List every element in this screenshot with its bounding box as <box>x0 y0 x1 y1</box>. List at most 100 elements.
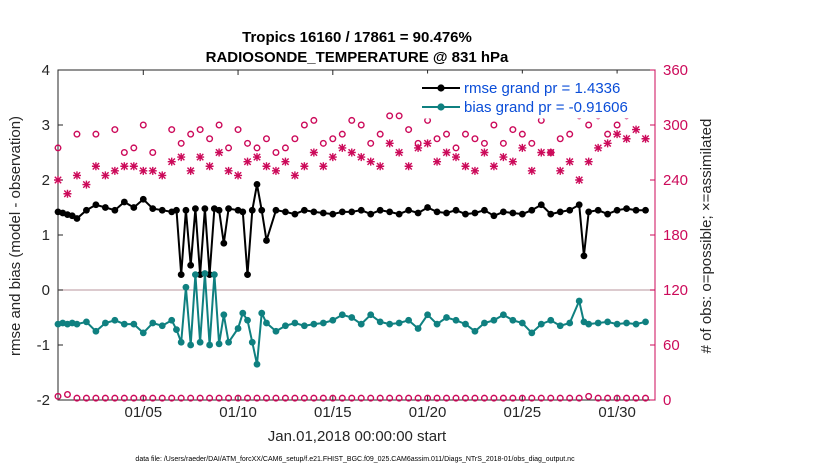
obs-point <box>206 135 214 143</box>
left-axis-ticks: -2 -1 0 1 2 3 4 <box>37 62 63 409</box>
rmse-point <box>83 206 90 214</box>
right-tick-label: 60 <box>663 337 680 354</box>
obs-point <box>329 135 337 143</box>
obs-point <box>253 394 261 402</box>
obs-point <box>395 112 403 120</box>
obs-point <box>319 139 327 147</box>
bias-point <box>120 320 128 328</box>
rmse-point <box>623 205 630 213</box>
bias-point <box>196 338 204 346</box>
obs-point <box>82 394 90 402</box>
obs-point <box>366 157 375 166</box>
obs-point <box>622 134 631 143</box>
bias-point <box>499 311 507 319</box>
bias-point <box>481 319 488 327</box>
obs-point <box>499 153 508 162</box>
y-axis-label-right: # of obs: o=possible; ×=assimilated <box>698 119 715 354</box>
obs-point <box>452 144 460 152</box>
obs-point <box>187 394 195 402</box>
obs-point <box>547 394 555 402</box>
obs-point <box>641 134 650 143</box>
series-rmse <box>54 181 649 278</box>
obs-point <box>329 394 337 402</box>
rmse-point <box>357 206 365 214</box>
rmse-point <box>253 181 261 188</box>
obs-point <box>509 394 517 402</box>
obs-point <box>168 394 176 402</box>
bias-point <box>462 320 469 328</box>
obs-point <box>225 144 233 152</box>
obs-point <box>338 143 347 152</box>
left-tick-label: 1 <box>42 227 50 244</box>
obs-point <box>348 394 356 402</box>
bias-point <box>210 271 218 278</box>
obs-point <box>196 126 204 134</box>
obs-point <box>537 394 545 402</box>
rmse-point <box>263 237 270 244</box>
rmse-point <box>348 208 356 216</box>
obs-point <box>243 157 252 166</box>
bias-point <box>158 322 166 330</box>
legend: rmse grand pr = 1.4336 bias grand pr = -… <box>417 73 654 119</box>
obs-point <box>376 394 384 402</box>
obs-point <box>215 394 223 402</box>
obs-point <box>300 162 309 171</box>
rmse-point <box>518 210 526 218</box>
obs-point <box>518 130 526 138</box>
bias-point <box>443 314 450 321</box>
y-axis-label-left: rmse and bias (model - observation) <box>7 116 24 356</box>
bias-point <box>73 320 81 328</box>
right-tick-label: 0 <box>663 392 671 409</box>
rmse-point <box>556 208 564 216</box>
obs-point <box>604 394 612 402</box>
rmse-point <box>111 206 119 214</box>
bias-point <box>405 316 413 324</box>
obs-point <box>120 394 128 402</box>
rmse-point <box>471 209 479 217</box>
obs-point <box>348 116 356 124</box>
rmse-point <box>395 210 403 218</box>
obs-point <box>357 153 366 162</box>
obs-point <box>565 157 574 166</box>
bias-point <box>547 316 555 324</box>
obs-point <box>73 130 81 138</box>
obs-point <box>499 394 507 402</box>
rmse-point <box>187 261 195 269</box>
obs-point <box>433 135 441 143</box>
obs-point <box>253 144 261 152</box>
legend-rmse-marker <box>437 84 445 92</box>
rmse-point <box>149 205 157 213</box>
plot-area <box>57 69 656 401</box>
rmse-point <box>405 206 413 214</box>
obs-point <box>518 143 527 152</box>
obs-point <box>63 391 71 399</box>
obs-point <box>404 162 413 171</box>
obs-point <box>234 394 242 402</box>
obs-point <box>527 166 536 175</box>
obs-point <box>224 166 233 175</box>
obs-point <box>613 130 622 139</box>
rmse-point <box>452 206 460 214</box>
rmse-point <box>509 209 517 217</box>
obs-point <box>73 394 81 402</box>
left-tick-label: -1 <box>37 337 50 354</box>
bias-point <box>376 318 384 326</box>
series-obs_possible_bottom <box>54 391 650 402</box>
chart-title-line2: RADIOSONDE_TEMPERATURE @ 831 hPa <box>206 49 509 66</box>
obs-point <box>129 162 138 171</box>
obs-point <box>206 394 214 402</box>
rmse-point <box>173 206 180 214</box>
obs-point <box>537 148 546 157</box>
obs-point <box>584 157 593 166</box>
obs-point <box>528 394 536 402</box>
bias-point <box>518 319 526 327</box>
x-tick-label: 01/30 <box>598 404 636 421</box>
left-tick-label: 2 <box>42 172 50 189</box>
obs-point <box>205 162 214 171</box>
obs-point <box>376 162 385 171</box>
obs-point <box>566 394 574 402</box>
obs-point <box>291 394 299 402</box>
obs-point <box>139 121 147 129</box>
rmse-point <box>585 208 593 216</box>
